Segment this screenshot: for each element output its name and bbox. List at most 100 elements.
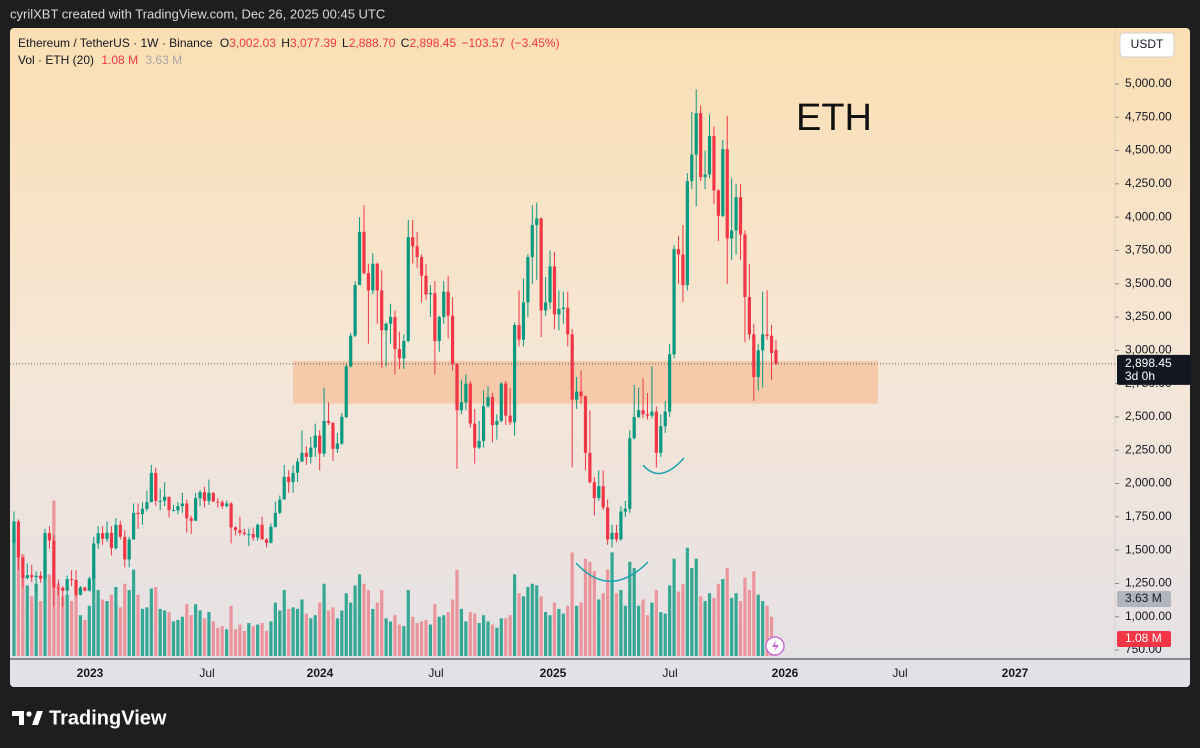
- candle-body: [362, 231, 366, 274]
- price-badge-label: 2,898.45: [1125, 356, 1172, 370]
- candle-body: [548, 266, 552, 303]
- candle-body: [632, 416, 636, 439]
- currency-button[interactable]: [1119, 32, 1175, 58]
- candle-body: [437, 317, 441, 342]
- x-tick-label: 2027: [1002, 666, 1029, 680]
- candle-body: [774, 350, 778, 364]
- volume-bar: [464, 621, 468, 656]
- volume-bar: [557, 608, 561, 656]
- candle-body: [149, 472, 153, 503]
- plot-area: [10, 89, 1115, 656]
- candle-body: [229, 503, 233, 528]
- volume-bar: [105, 601, 109, 656]
- candle-body: [468, 383, 472, 424]
- symbol: Ethereum / TetherUS · 1W · Binance: [18, 36, 213, 50]
- candle-body: [247, 534, 251, 536]
- volume-bar: [145, 607, 149, 656]
- volume-bar: [291, 607, 295, 656]
- volume-bar: [202, 618, 207, 656]
- volume-bar: [220, 626, 224, 656]
- volume-bar: [508, 615, 512, 656]
- y-tick-label: 4,250.00: [1125, 176, 1172, 190]
- volume-bar: [216, 627, 220, 656]
- volume-bar: [690, 568, 694, 656]
- volume-bar: [428, 624, 433, 656]
- candle-body: [105, 532, 109, 539]
- candle-body: [743, 234, 747, 298]
- chart-panel: [10, 28, 1190, 687]
- volume-bar: [712, 597, 716, 656]
- ohlc-key: H: [281, 36, 290, 50]
- candle-body: [464, 383, 468, 403]
- candle-body: [552, 266, 557, 315]
- candle-body: [495, 420, 499, 425]
- y-tick-label: 4,750.00: [1125, 109, 1172, 123]
- volume-bar: [459, 608, 464, 656]
- legend-line: Ethereum / TetherUS · 1W · Binance O3,00…: [18, 36, 560, 50]
- volume-bar: [676, 591, 681, 656]
- candle-body: [163, 496, 167, 501]
- candle-body: [344, 366, 348, 417]
- volume-bar: [127, 590, 131, 656]
- volume-bar: [69, 601, 74, 656]
- candle-body: [375, 263, 379, 291]
- y-tick-label: 5,000.00: [1125, 76, 1172, 90]
- candle-body: [353, 285, 357, 336]
- candle-body: [313, 435, 317, 448]
- candle-body: [654, 411, 658, 453]
- volume-bar: [380, 590, 384, 656]
- candle-body: [486, 396, 490, 407]
- candle-body: [690, 154, 694, 182]
- candle-body: [136, 512, 140, 515]
- ohlc-value: 2,888.70: [349, 36, 396, 50]
- volume-bar: [322, 583, 326, 656]
- ohlc-key: O: [220, 36, 229, 50]
- volume-bar: [433, 604, 437, 656]
- volume-bar: [645, 615, 650, 656]
- volume-bar: [251, 626, 255, 656]
- volume-bar: [260, 623, 264, 656]
- ohlc-value: 3,077.39: [290, 36, 337, 50]
- volume-bar: [96, 590, 100, 656]
- candle-body: [211, 492, 215, 502]
- candle-body: [716, 190, 720, 216]
- candle-body: [676, 249, 681, 255]
- candle-body: [326, 420, 331, 423]
- volume-bar: [101, 599, 105, 656]
- volume-bar: [256, 624, 260, 656]
- candle-body: [575, 391, 579, 400]
- volume-bar: [455, 569, 459, 656]
- candle-body: [424, 275, 428, 295]
- volume-bar: [512, 574, 517, 656]
- candle-body: [561, 307, 565, 310]
- volume-bar: [650, 602, 654, 656]
- candle-body: [694, 113, 698, 155]
- candle-body: [371, 263, 375, 291]
- volume-bar: [517, 593, 521, 656]
- x-tick-label: Jul: [428, 666, 443, 680]
- volume-bar: [699, 596, 703, 656]
- volume-bar: [526, 586, 530, 656]
- volume-bar: [225, 629, 229, 656]
- volume-bar: [730, 597, 734, 656]
- volume-bar: [685, 547, 689, 656]
- y-tick-label: 1,750.00: [1125, 509, 1172, 523]
- volume-bar: [393, 615, 397, 656]
- volume-bar: [273, 602, 277, 656]
- candle-body: [304, 452, 308, 457]
- candle-body: [331, 422, 335, 449]
- volume-bar: [504, 618, 508, 656]
- candle-body: [78, 587, 83, 595]
- volume-bar: [180, 616, 184, 656]
- volume-bar: [499, 618, 503, 656]
- candle-body: [765, 334, 769, 336]
- volume-bar: [446, 612, 450, 656]
- volume-bar: [83, 619, 87, 656]
- volume-bar: [335, 618, 339, 656]
- volume-bar: [366, 590, 370, 656]
- change: −103.57: [462, 36, 506, 50]
- volume-bar: [278, 610, 282, 656]
- volume-bar: [34, 583, 38, 656]
- volume-bar: [189, 615, 193, 656]
- volume-bar: [570, 552, 574, 656]
